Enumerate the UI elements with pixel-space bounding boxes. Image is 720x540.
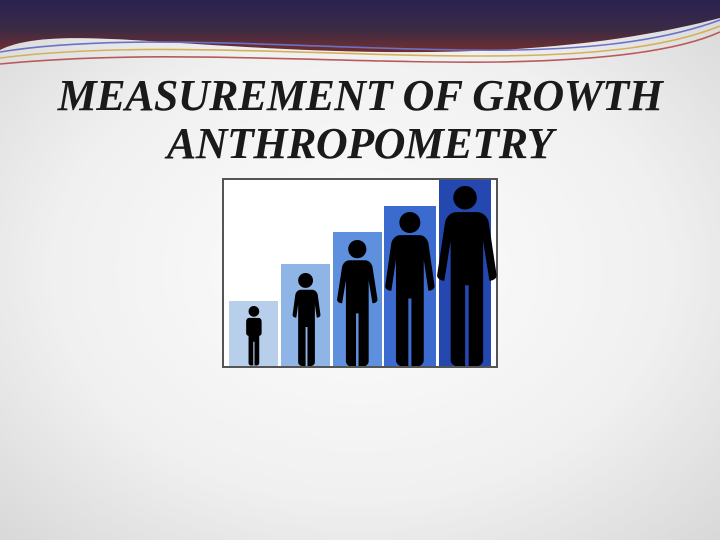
slide-title: MEASUREMENT OF GROWTH ANTHROPOMETRY [0,72,720,167]
silhouette-youth [332,240,383,366]
growth-chart [222,178,498,368]
title-line-2: ANTHROPOMETRY [167,119,553,168]
silhouette-child [287,273,324,366]
title-line-1: MEASUREMENT OF GROWTH [58,71,663,120]
silhouette-adult [429,186,501,366]
silhouette-toddler [242,306,266,366]
slide-top-accent [0,0,720,75]
